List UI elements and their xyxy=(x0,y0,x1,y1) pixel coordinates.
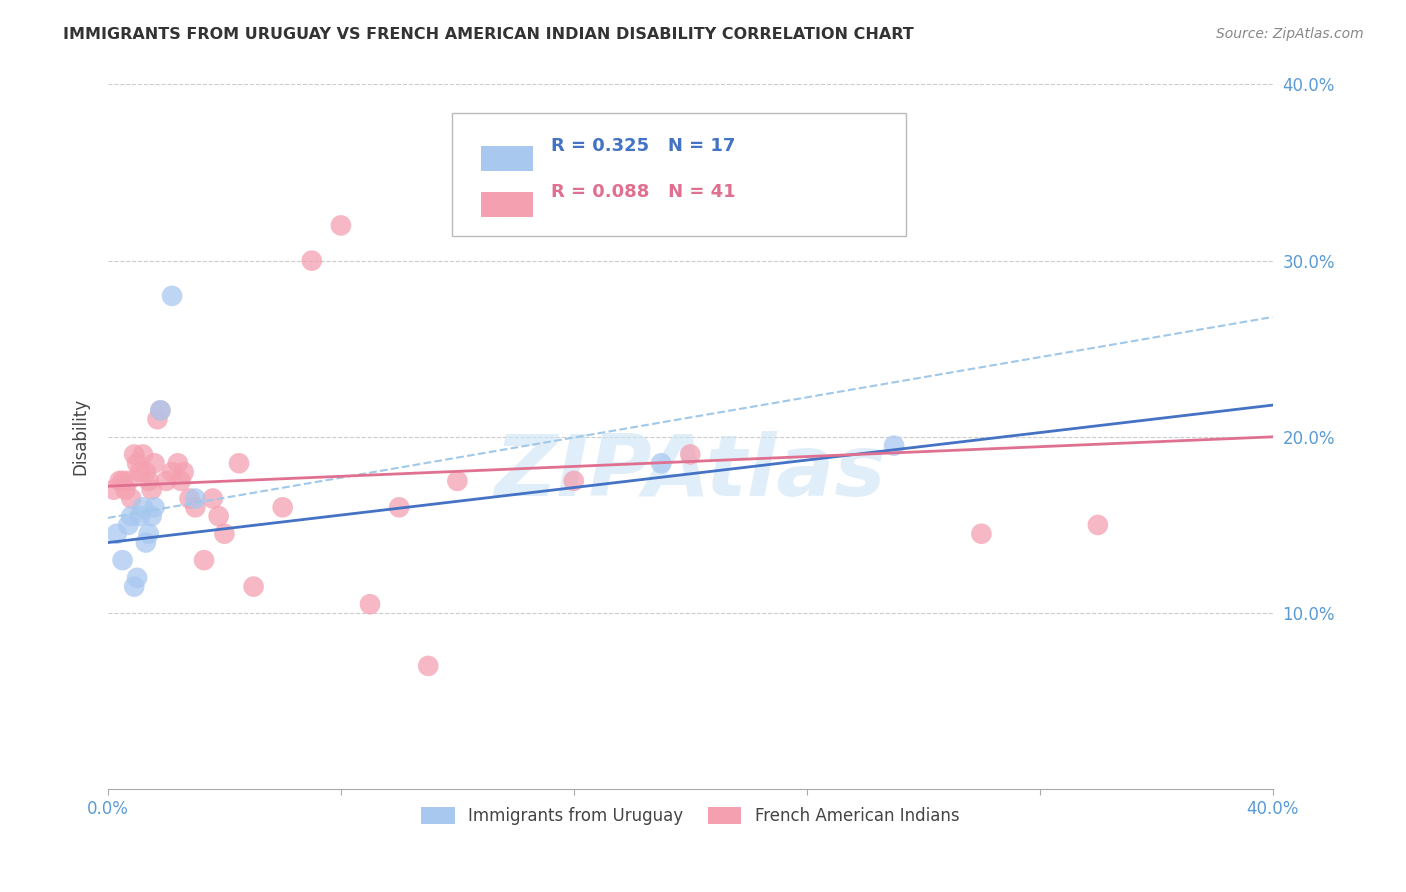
Point xyxy=(184,500,207,515)
Point xyxy=(105,526,128,541)
Point xyxy=(143,500,166,515)
Text: R = 0.325   N = 17: R = 0.325 N = 17 xyxy=(551,136,735,154)
Text: R = 0.088   N = 41: R = 0.088 N = 41 xyxy=(551,183,735,201)
Point xyxy=(122,447,145,461)
Point xyxy=(970,526,993,541)
FancyBboxPatch shape xyxy=(481,145,533,171)
Point xyxy=(103,483,125,497)
Point xyxy=(184,491,207,506)
Text: ZIPAtlas: ZIPAtlas xyxy=(495,431,886,514)
Point xyxy=(201,491,224,506)
Point xyxy=(388,500,411,515)
Point xyxy=(207,509,229,524)
Point xyxy=(135,465,157,479)
Point xyxy=(117,517,139,532)
Point xyxy=(193,553,215,567)
Point xyxy=(301,253,323,268)
Point xyxy=(167,456,190,470)
Point xyxy=(679,447,702,461)
Point xyxy=(418,659,440,673)
Point xyxy=(143,456,166,470)
Point xyxy=(562,474,585,488)
Point xyxy=(1087,517,1109,532)
Point xyxy=(160,289,183,303)
Point xyxy=(138,474,160,488)
Point xyxy=(141,509,163,524)
Text: IMMIGRANTS FROM URUGUAY VS FRENCH AMERICAN INDIAN DISABILITY CORRELATION CHART: IMMIGRANTS FROM URUGUAY VS FRENCH AMERIC… xyxy=(63,27,914,42)
Point xyxy=(446,474,468,488)
Point xyxy=(114,483,136,497)
Point xyxy=(132,447,155,461)
FancyBboxPatch shape xyxy=(481,192,533,217)
Point xyxy=(129,509,152,524)
Point xyxy=(505,165,527,179)
Point xyxy=(155,474,177,488)
Point xyxy=(650,456,672,470)
Point xyxy=(120,509,142,524)
Point xyxy=(146,412,169,426)
Point xyxy=(329,219,352,233)
Point xyxy=(120,491,142,506)
Point xyxy=(129,465,152,479)
FancyBboxPatch shape xyxy=(451,112,905,236)
Point xyxy=(228,456,250,470)
Point xyxy=(173,465,195,479)
Point xyxy=(271,500,294,515)
Point xyxy=(127,571,149,585)
Y-axis label: Disability: Disability xyxy=(72,398,89,475)
Point xyxy=(127,456,149,470)
Point xyxy=(359,597,381,611)
Point xyxy=(149,403,172,417)
Point xyxy=(149,403,172,417)
Point xyxy=(242,580,264,594)
Point xyxy=(883,439,905,453)
Point xyxy=(135,535,157,549)
Legend: Immigrants from Uruguay, French American Indians: Immigrants from Uruguay, French American… xyxy=(413,799,967,834)
Point xyxy=(132,500,155,515)
Point xyxy=(138,526,160,541)
Point xyxy=(160,465,183,479)
Point xyxy=(214,526,236,541)
Point xyxy=(111,553,134,567)
Point xyxy=(122,580,145,594)
Text: Source: ZipAtlas.com: Source: ZipAtlas.com xyxy=(1216,27,1364,41)
Point xyxy=(117,474,139,488)
Point xyxy=(108,474,131,488)
Point xyxy=(141,483,163,497)
Point xyxy=(179,491,201,506)
Point xyxy=(170,474,193,488)
Point xyxy=(111,474,134,488)
